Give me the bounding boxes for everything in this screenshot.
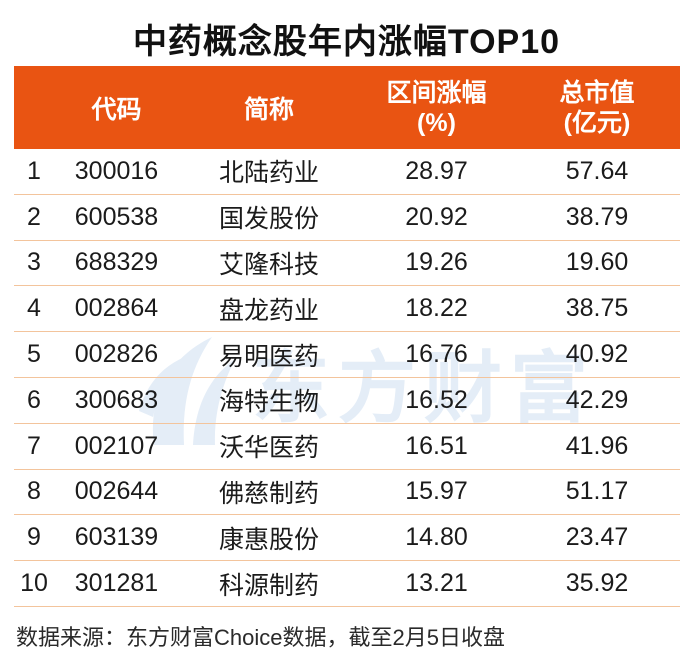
cell-rank: 6 xyxy=(27,385,41,414)
cell-range-gain: 20.92 xyxy=(405,202,468,231)
cell-rank: 3 xyxy=(27,248,41,277)
cell-market-cap: 35.92 xyxy=(565,569,629,598)
cell-stock-code: 002864 xyxy=(74,294,159,323)
cell-stock-name: 易明医药 xyxy=(218,342,319,371)
cell-stock-code: 002826 xyxy=(74,340,159,369)
header-range-gain: 区间涨幅 (%) xyxy=(359,78,514,138)
header-code: 代码 xyxy=(91,95,142,124)
source-note: 数据来源：东方财富Choice数据，截至2月5日收盘 xyxy=(16,625,505,650)
table-row: 5 002826 易明医药 16.76 40.92 xyxy=(14,332,680,378)
cell-stock-name: 北陆药业 xyxy=(218,159,319,188)
cell-market-cap: 42.29 xyxy=(565,385,629,414)
cell-range-gain: 19.26 xyxy=(405,248,468,277)
cell-market-cap: 51.17 xyxy=(565,477,629,506)
table-row: 6 300683 海特生物 16.52 42.29 xyxy=(14,378,680,424)
cell-stock-name: 佛慈制药 xyxy=(218,479,319,508)
cell-rank: 9 xyxy=(27,523,41,552)
cell-stock-name: 艾隆科技 xyxy=(218,250,319,279)
table-row: 9 603139 康惠股份 14.80 23.47 xyxy=(14,515,680,562)
cell-stock-code: 301281 xyxy=(74,569,159,598)
cell-stock-name: 沃华医药 xyxy=(218,434,319,463)
cell-stock-code: 300016 xyxy=(74,156,159,185)
cell-range-gain: 28.97 xyxy=(405,156,468,185)
cell-market-cap: 41.96 xyxy=(565,431,629,460)
header-market-cap: 总市值 (亿元) xyxy=(514,78,680,138)
cell-market-cap: 23.47 xyxy=(565,523,629,552)
cell-market-cap: 19.60 xyxy=(565,248,629,277)
cell-range-gain: 15.97 xyxy=(405,477,468,506)
page-title: 中药概念股年内涨幅TOP10 xyxy=(132,23,561,61)
table-row: 1 300016 北陆药业 28.97 57.64 xyxy=(14,149,680,195)
cell-range-gain: 13.21 xyxy=(405,569,468,598)
cell-stock-code: 603139 xyxy=(74,523,159,552)
header-range-gain-line1: 区间涨幅 xyxy=(386,78,487,107)
cell-rank: 10 xyxy=(20,569,48,598)
cell-market-cap: 38.79 xyxy=(565,202,629,231)
table-row: 7 002107 沃华医药 16.51 41.96 xyxy=(14,424,680,470)
stock-table: 代码 简称 区间涨幅 (%) 总市值 (亿元) 1 300016 北陆药业 28… xyxy=(14,66,680,607)
cell-stock-name: 科源制药 xyxy=(218,571,319,600)
cell-market-cap: 57.64 xyxy=(565,156,629,185)
cell-stock-code: 002107 xyxy=(74,431,159,460)
cell-range-gain: 18.22 xyxy=(405,294,468,323)
table-row: 4 002864 盘龙药业 18.22 38.75 xyxy=(14,286,680,333)
table-row: 2 600538 国发股份 20.92 38.79 xyxy=(14,195,680,241)
cell-range-gain: 14.80 xyxy=(405,523,468,552)
cell-rank: 8 xyxy=(27,477,41,506)
cell-rank: 7 xyxy=(27,431,41,460)
cell-rank: 2 xyxy=(27,202,41,231)
cell-market-cap: 40.92 xyxy=(565,340,629,369)
table-header-row: 代码 简称 区间涨幅 (%) 总市值 (亿元) xyxy=(14,66,680,149)
cell-range-gain: 16.52 xyxy=(405,385,468,414)
cell-rank: 5 xyxy=(27,340,41,369)
cell-range-gain: 16.76 xyxy=(405,340,468,369)
header-range-gain-line2: (%) xyxy=(417,108,456,137)
cell-range-gain: 16.51 xyxy=(405,431,468,460)
cell-stock-name: 海特生物 xyxy=(218,388,319,417)
header-market-cap-line2: (亿元) xyxy=(563,108,631,137)
table-body: 1 300016 北陆药业 28.97 57.64 2 600538 国发股份 … xyxy=(14,149,680,607)
cell-stock-code: 600538 xyxy=(74,202,159,231)
cell-stock-code: 688329 xyxy=(74,248,159,277)
table-row: 3 688329 艾隆科技 19.26 19.60 xyxy=(14,241,680,287)
cell-stock-name: 盘龙药业 xyxy=(218,296,319,325)
cell-stock-name: 国发股份 xyxy=(218,205,319,234)
table-row: 10 301281 科源制药 13.21 35.92 xyxy=(14,561,680,607)
cell-rank: 4 xyxy=(27,294,41,323)
cell-stock-name: 康惠股份 xyxy=(218,525,319,554)
header-name: 简称 xyxy=(243,95,294,124)
cell-market-cap: 38.75 xyxy=(565,294,629,323)
cell-rank: 1 xyxy=(27,156,41,185)
header-market-cap-line1: 总市值 xyxy=(559,78,635,107)
cell-stock-code: 002644 xyxy=(74,477,159,506)
table-row: 8 002644 佛慈制药 15.97 51.17 xyxy=(14,470,680,516)
cell-stock-code: 300683 xyxy=(74,385,159,414)
